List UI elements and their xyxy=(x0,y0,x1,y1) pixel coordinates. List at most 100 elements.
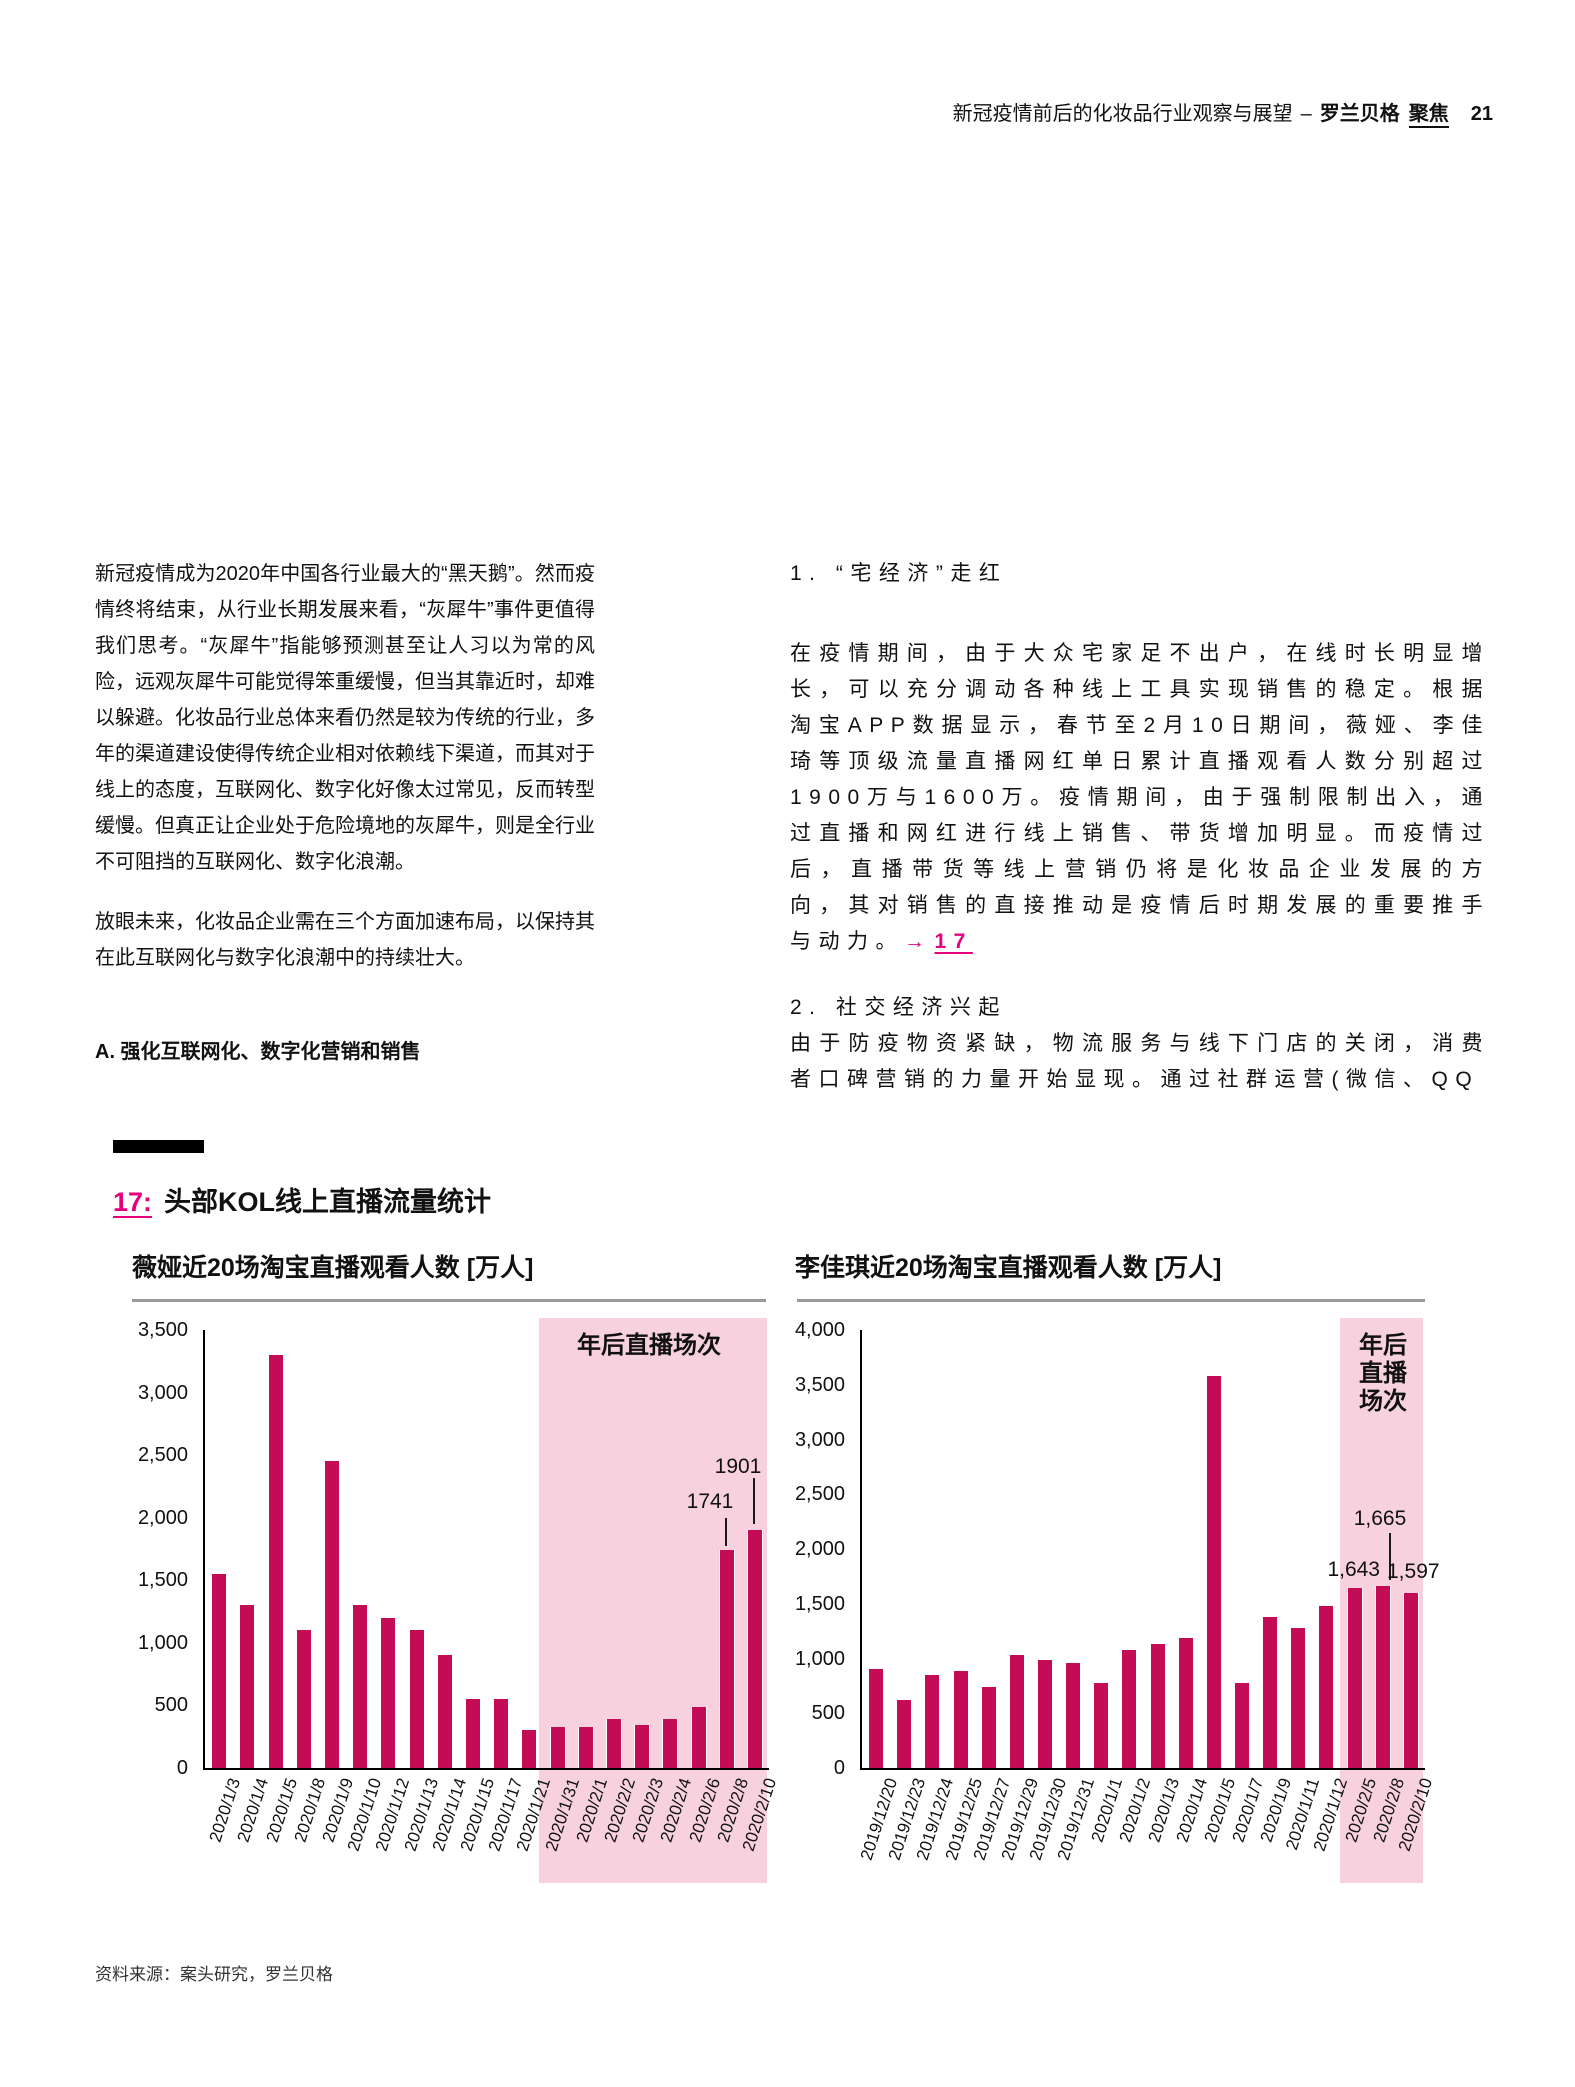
exhibit-cross-reference-link[interactable]: →17 xyxy=(904,930,973,953)
bar-2020/1/5 xyxy=(1205,1376,1222,1768)
bar-2020/2/6 xyxy=(690,1706,707,1768)
bar-2020/1/2 xyxy=(1121,1649,1138,1768)
chart-title-rule xyxy=(797,1299,1425,1302)
y-axis-tick-label: 1,500 xyxy=(137,1569,188,1592)
value-leader-line xyxy=(1389,1533,1391,1580)
bar-2020/1/10 xyxy=(352,1605,369,1768)
subsection-title-2: 2. 社交经济兴起 xyxy=(790,996,1007,1019)
bar-2020/1/3 xyxy=(1149,1644,1166,1768)
bar-2020/2/1 xyxy=(577,1726,594,1768)
chart-canvas: 年后 直播 场次 0 500 1,000 1,500 2,000 2,500 3,000 3,5… xyxy=(792,1248,1447,1920)
bar-2020/1/12 xyxy=(380,1617,397,1768)
value-leader-line xyxy=(753,1478,755,1524)
header-separator: – xyxy=(1300,103,1312,125)
highlight-label: 年后直播场次 xyxy=(577,1332,721,1359)
bar-2020/1/8 xyxy=(295,1630,312,1768)
exhibit-ref-number: 17 xyxy=(934,930,973,953)
header-brand: 罗兰贝格 xyxy=(1319,103,1400,125)
bar-2020/1/12 xyxy=(1318,1605,1335,1768)
bar-2020/1/4 xyxy=(239,1605,256,1768)
page-number: 21 xyxy=(1470,103,1493,125)
bar-2020/1/13 xyxy=(408,1630,425,1768)
y-axis-tick-label: 2,500 xyxy=(137,1444,188,1467)
bar-2020/1/3 xyxy=(211,1574,228,1768)
chart-weiya-viewers: 薇娅近20场淘宝直播观看人数 [万人] 年后直播场次 0 500 1,000 1,500… xyxy=(132,1248,780,1920)
plot-area xyxy=(860,1330,1425,1770)
bar-2020/1/1 xyxy=(1093,1682,1110,1768)
bar-2020/2/3 xyxy=(634,1725,651,1768)
bar-2020/1/17 xyxy=(493,1699,510,1768)
bar-value-label: 1901 xyxy=(714,1455,762,1478)
exhibit-marker-bar xyxy=(113,1140,204,1153)
bar-2019/12/25 xyxy=(952,1670,969,1768)
y-axis-tick-label: 0 xyxy=(176,1757,188,1779)
bar-2020/1/11 xyxy=(1290,1627,1307,1768)
bar-value-label: 1,597 xyxy=(1387,1560,1440,1583)
paragraph: 放眼未来，化妆品企业需在三个方面加速布局，以保持其在此互联网化与数字化浪潮中的持… xyxy=(95,911,595,969)
y-axis-tick-label: 3,000 xyxy=(794,1428,845,1451)
bar-2019/12/31 xyxy=(1065,1662,1082,1768)
bar-2020/2/2 xyxy=(605,1719,622,1768)
y-axis-tick-label: 1,000 xyxy=(794,1647,845,1670)
bar-2020/1/21 xyxy=(521,1730,538,1768)
body-column-left: 新冠疫情成为2020年中国各行业最大的“黑天鹅”。然而疫情终将结束，从行业长期发… xyxy=(95,556,595,1070)
exhibit-number: 17: xyxy=(113,1187,153,1217)
chart-canvas: 年后直播场次 0 500 1,000 1,500 2,000 2,500 3,000 3,500… xyxy=(132,1248,780,1920)
paragraph-text: 在疫情期间，由于大众宅家足不出户，在线时长明显增长，可以充分调动各种线上工具实现… xyxy=(790,642,1490,953)
body-column-right: 1. “宅经济”走红 在疫情期间，由于大众宅家足不出户，在线时长明显增长，可以充… xyxy=(790,556,1490,1098)
chart-title: 李佳琪近20场淘宝直播观看人数 [万人] xyxy=(795,1254,1222,1282)
bar-2020/1/7 xyxy=(1234,1682,1251,1768)
y-axis-tick-label: 2,500 xyxy=(794,1483,845,1506)
header-brand-suffix: 聚焦 xyxy=(1408,103,1449,128)
y-axis-tick-label: 1,500 xyxy=(794,1592,845,1615)
exhibit-title: 17: 头部KOL线上直播流量统计 xyxy=(113,1180,491,1219)
bar-value-label: 1,665 xyxy=(1353,1507,1407,1530)
y-axis-tick-label: 1,000 xyxy=(137,1631,188,1654)
y-axis-tick-label: 0 xyxy=(833,1757,845,1779)
y-axis-tick-label: 500 xyxy=(154,1694,188,1717)
source-note: 资料来源：案头研究，罗兰贝格 xyxy=(95,1965,333,1984)
bar-2019/12/20 xyxy=(868,1669,885,1768)
bar-2020/1/9 xyxy=(1262,1616,1279,1768)
bar-2019/12/29 xyxy=(1008,1655,1025,1768)
bar-2019/12/23 xyxy=(896,1700,913,1768)
bar-2020/2/10 xyxy=(746,1530,763,1768)
y-axis-tick-label: 3,500 xyxy=(137,1319,188,1341)
bar-2019/12/30 xyxy=(1036,1659,1053,1768)
header-title: 新冠疫情前后的化妆品行业观察与展望 xyxy=(952,103,1293,125)
bar-2020/1/9 xyxy=(323,1461,340,1768)
y-axis-tick-label: 500 xyxy=(811,1702,845,1725)
paragraph: 新冠疫情成为2020年中国各行业最大的“黑天鹅”。然而疫情终将结束，从行业长期发… xyxy=(95,563,595,873)
bar-2020/2/5 xyxy=(1346,1588,1363,1768)
bar-2020/2/10 xyxy=(1402,1593,1419,1768)
bar-2020/2/4 xyxy=(662,1719,679,1768)
highlight-label: 年后 直播 场次 xyxy=(1359,1332,1407,1415)
y-axis-tick-label: 2,000 xyxy=(137,1506,188,1529)
y-axis-tick-label: 3,000 xyxy=(137,1381,188,1404)
chart-title-rule xyxy=(132,1299,766,1302)
bar-value-label: 1,643 xyxy=(1327,1558,1380,1581)
bar-2020/2/8 xyxy=(1374,1585,1391,1768)
value-leader-line xyxy=(725,1518,727,1546)
bar-2020/1/15 xyxy=(464,1699,481,1768)
subsection-title-1: 1. “宅经济”走红 xyxy=(790,562,1008,585)
plot-area xyxy=(203,1330,769,1770)
bar-2019/12/27 xyxy=(980,1686,997,1768)
section-heading-a: A. 强化互联网化、数字化营销和销售 xyxy=(95,1041,421,1063)
y-axis-tick-label: 3,500 xyxy=(794,1373,845,1396)
bar-2020/1/4 xyxy=(1177,1637,1194,1768)
chart-title: 薇娅近20场淘宝直播观看人数 [万人] xyxy=(132,1254,534,1282)
bar-2020/1/5 xyxy=(267,1355,284,1768)
bar-2020/1/14 xyxy=(436,1655,453,1768)
bar-2020/1/31 xyxy=(549,1726,566,1768)
y-axis-tick-label: 2,000 xyxy=(794,1538,845,1560)
paragraph: 由于防疫物资紧缺，物流服务与线下门店的关闭，消费者口碑营销的力量开始显现。通过社… xyxy=(790,1032,1490,1091)
page-header: 新冠疫情前后的化妆品行业观察与展望 – 罗兰贝格 聚焦 21 xyxy=(953,100,1493,128)
bar-2020/2/8 xyxy=(718,1550,735,1768)
bar-value-label: 1741 xyxy=(686,1490,734,1513)
y-axis-tick-label: 4,000 xyxy=(794,1319,845,1341)
arrow-right-icon: → xyxy=(904,930,933,953)
chart-lijiaqi-viewers: 李佳琪近20场淘宝直播观看人数 [万人] 年后 直播 场次 0 500 1,000 1,… xyxy=(792,1248,1447,1920)
bar-2019/12/24 xyxy=(924,1674,941,1768)
